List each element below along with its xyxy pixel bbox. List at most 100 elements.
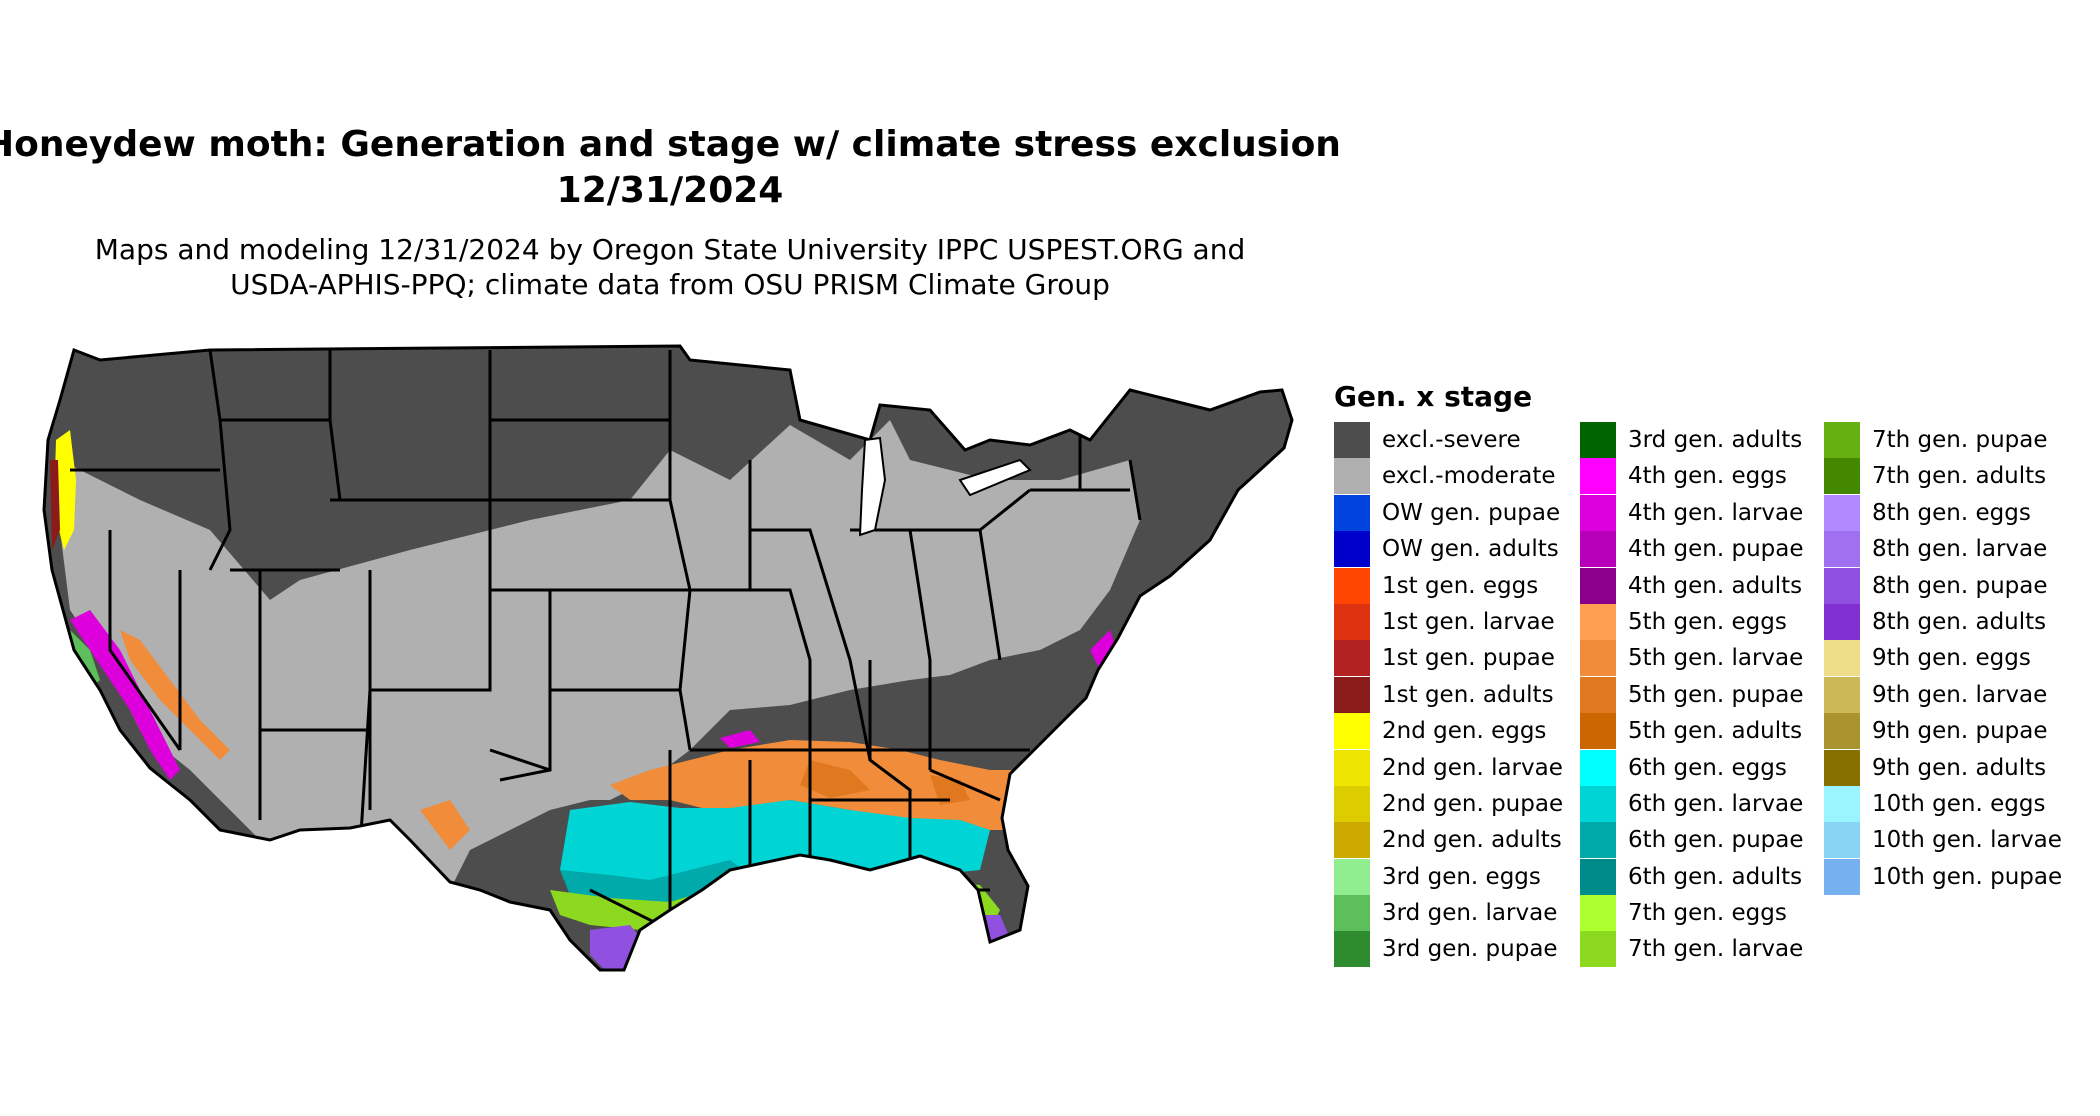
1st-gen-adults-coast — [50, 460, 60, 550]
legend-swatch — [1824, 785, 1860, 822]
lake-erie — [958, 458, 1032, 497]
3rd-gen-larvae-coast — [70, 630, 100, 690]
legend-swatch — [1824, 603, 1860, 640]
legend-label: 7th gen. adults — [1872, 463, 2047, 490]
legend-label: 5th gen. eggs — [1628, 608, 1787, 635]
legend-swatch — [1580, 895, 1616, 932]
legend-swatch — [1334, 676, 1370, 713]
us-map — [42, 344, 1294, 972]
legend-label: 7th gen. pupae — [1872, 427, 2048, 453]
legend-label: OW gen. adults — [1382, 536, 1559, 563]
state-boundaries — [42, 344, 1294, 972]
legend-label: 3rd gen. pupae — [1382, 936, 1558, 963]
legend-swatch — [1824, 676, 1860, 713]
legend-label: 1st gen. eggs — [1382, 572, 1539, 599]
excl-moderate-region — [60, 420, 1140, 930]
legend-label: 2nd gen. larvae — [1382, 754, 1563, 781]
legend-title: Gen. x stage — [1334, 380, 1533, 413]
8th-gen-pupae-region — [590, 915, 1015, 970]
map-title-date: 12/31/2024 — [556, 170, 784, 211]
5th-gen-larvae-west — [120, 630, 470, 850]
subtitle-line1: Maps and modeling 12/31/2024 by Oregon S… — [94, 233, 1246, 266]
legend-label: 1st gen. larvae — [1382, 608, 1555, 635]
legend-label: 4th gen. eggs — [1628, 463, 1787, 490]
legend-swatch — [1334, 895, 1370, 932]
legend-swatch — [1580, 931, 1616, 968]
legend-label: 3rd gen. eggs — [1382, 863, 1541, 890]
legend-label: 2nd gen. eggs — [1382, 718, 1547, 745]
legend-label: 5th gen. adults — [1628, 718, 1803, 745]
legend-swatch — [1824, 640, 1860, 677]
legend-swatch — [1824, 713, 1860, 750]
stage-regions — [44, 346, 1292, 970]
legend-swatch — [1580, 713, 1616, 750]
legend-label: 2nd gen. adults — [1382, 827, 1562, 854]
legend-swatch — [1580, 785, 1616, 822]
legend-swatch — [1580, 422, 1616, 458]
legend-label: 8th gen. eggs — [1872, 499, 2031, 526]
legend-swatch — [1824, 531, 1860, 568]
legend-swatch — [1334, 713, 1370, 750]
legend-swatch — [1580, 458, 1616, 495]
map-title: Honeydew moth: Generation and stage w/ c… — [0, 122, 1341, 214]
legend-label: 7th gen. eggs — [1628, 900, 1787, 927]
legend-label: 9th gen. larvae — [1872, 681, 2048, 708]
5th-gen-pupae-patches — [800, 760, 970, 805]
legend-label: 10th gen. eggs — [1872, 790, 2046, 817]
legend-label: 2nd gen. pupae — [1382, 790, 1564, 817]
legend-label: 4th gen. larvae — [1628, 499, 1804, 526]
legend-swatch — [1580, 640, 1616, 677]
legend-swatch — [1334, 931, 1370, 968]
legend-label: 5th gen. larvae — [1628, 645, 1804, 672]
6th-gen-pupae-region — [560, 860, 750, 905]
legend-label: 8th gen. pupae — [1872, 572, 2048, 599]
legend-swatch — [1580, 603, 1616, 640]
legend-label: 9th gen. adults — [1872, 754, 2047, 781]
legend-label: 6th gen. eggs — [1628, 754, 1787, 781]
legend-label: 1st gen. pupae — [1382, 645, 1555, 672]
legend-swatch — [1580, 567, 1616, 604]
9th-gen-larvae-region — [985, 955, 1015, 970]
legend-swatch — [1334, 458, 1370, 495]
legend-label: excl.-moderate — [1382, 463, 1556, 490]
legend-swatch — [1824, 422, 1860, 458]
legend-label: 1st gen. adults — [1382, 681, 1554, 708]
legend-swatch — [1580, 822, 1616, 859]
legend-swatch — [1824, 458, 1860, 495]
legend-swatch — [1334, 603, 1370, 640]
legend-label: 7th gen. larvae — [1628, 936, 1804, 963]
legend-swatch — [1824, 858, 1860, 895]
map-legend: Gen. x stage excl.-severe excl.-moderate O… — [1334, 380, 2100, 980]
lake-michigan — [858, 436, 887, 537]
legend-label: OW gen. pupae — [1382, 499, 1561, 526]
legend-label: 5th gen. pupae — [1628, 681, 1804, 708]
legend-label: 6th gen. adults — [1628, 863, 1803, 890]
legend-swatch — [1580, 494, 1616, 531]
legend-swatch — [1334, 531, 1370, 568]
legend-swatch — [1580, 749, 1616, 786]
legend-swatch — [1580, 858, 1616, 895]
legend-label: 4th gen. pupae — [1628, 536, 1804, 563]
subtitle-line2: USDA-APHIS-PPQ; climate data from OSU PR… — [230, 268, 1110, 301]
map-subtitle: Maps and modeling 12/31/2024 by Oregon S… — [0, 232, 1340, 302]
legend-swatch — [1580, 531, 1616, 568]
4th-gen-larvae-west — [70, 610, 180, 780]
legend-label: 9th gen. eggs — [1872, 645, 2031, 672]
legend-swatch — [1334, 422, 1370, 458]
legend-swatch — [1334, 749, 1370, 786]
legend-label: 8th gen. adults — [1872, 608, 2047, 635]
map-title-line1: Honeydew moth: Generation and stage w/ c… — [0, 124, 1341, 165]
legend-swatch — [1824, 567, 1860, 604]
legend-swatch — [1824, 822, 1860, 859]
legend-label: 10th gen. pupae — [1872, 863, 2063, 890]
legend-swatch — [1334, 567, 1370, 604]
legend-swatch — [1824, 494, 1860, 531]
legend-swatch — [1334, 640, 1370, 677]
legend-swatch — [1334, 785, 1370, 822]
legend-label: 4th gen. adults — [1628, 572, 1803, 599]
legend-label: 6th gen. larvae — [1628, 790, 1804, 817]
legend-label: excl.-severe — [1382, 427, 1521, 453]
legend-label: 6th gen. pupae — [1628, 827, 1804, 854]
legend-swatch — [1334, 858, 1370, 895]
legend-swatch — [1334, 822, 1370, 859]
